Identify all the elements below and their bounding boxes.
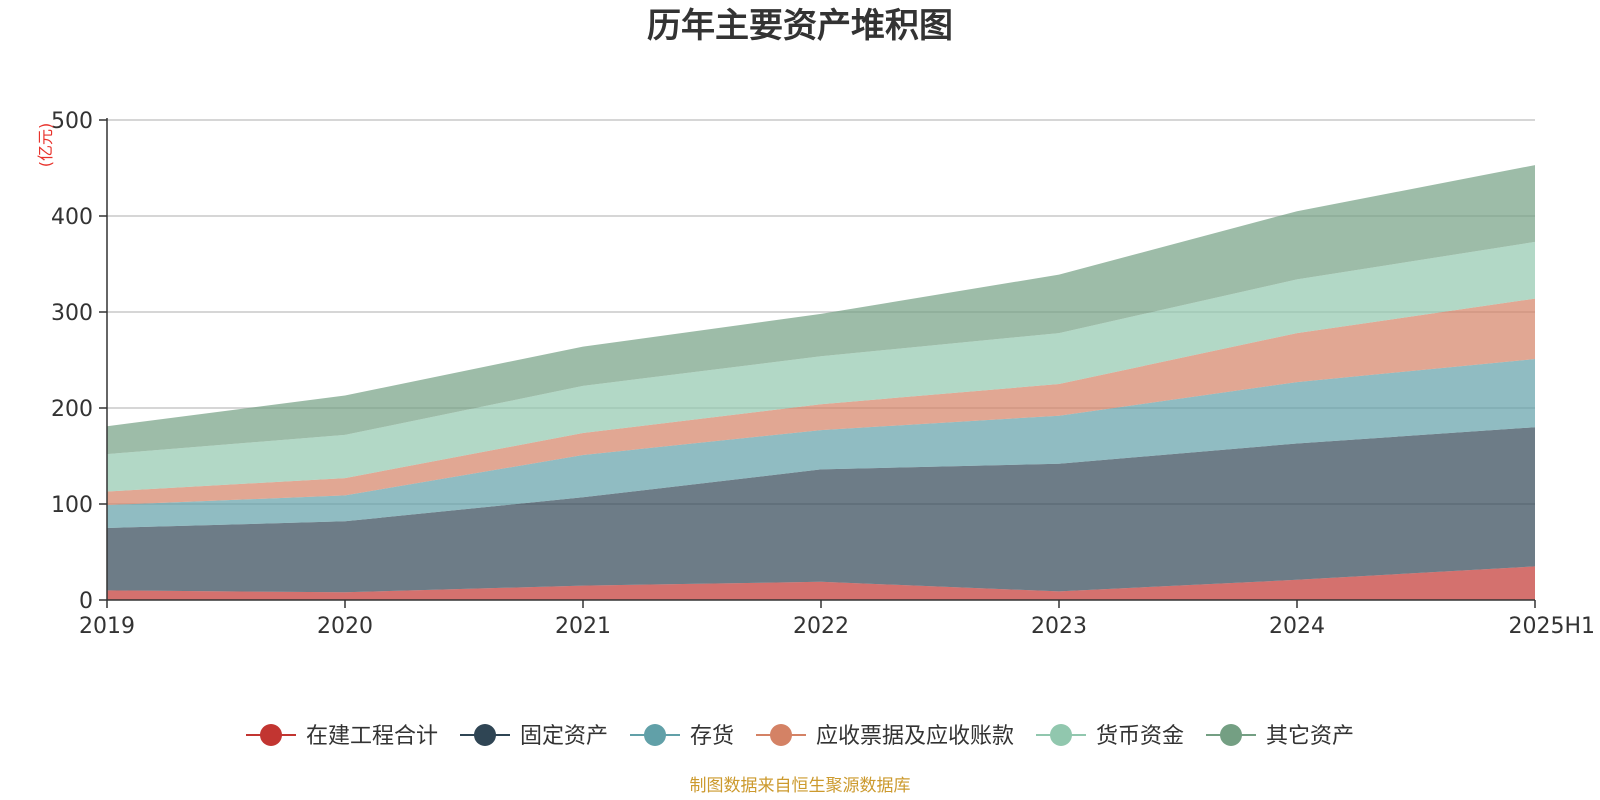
legend-circle-icon	[1050, 724, 1072, 746]
area-layer	[107, 165, 1535, 600]
area-series-5	[107, 241, 1535, 492]
legend-label: 在建工程合计	[306, 724, 438, 749]
legend-item-4[interactable]: 应收票据及应收账款	[756, 724, 1014, 749]
x-tick-label: 2019	[79, 614, 135, 639]
area-series-4	[107, 298, 1535, 505]
legend-circle-icon	[770, 724, 792, 746]
data-source-note: 制图数据来自恒生聚源数据库	[690, 776, 911, 796]
legend-item-3[interactable]: 存货	[630, 724, 734, 749]
y-tick-label: 300	[51, 301, 93, 326]
y-tick-label: 0	[79, 589, 93, 614]
legend-label: 货币资金	[1096, 724, 1184, 749]
legend-item-6[interactable]: 其它资产	[1206, 724, 1354, 749]
legend-circle-icon	[260, 724, 282, 746]
legend-item-1[interactable]: 在建工程合计	[246, 724, 438, 749]
legend-circle-icon	[474, 724, 496, 746]
legend-circle-icon	[1220, 724, 1242, 746]
x-tick-label: 2021	[555, 614, 611, 639]
legend-label: 固定资产	[520, 724, 608, 749]
area-series-6	[107, 165, 1535, 455]
axis-layer: 0 100 200 300 400 500 2019 2020 2021 2022 2023 2024…	[51, 109, 1595, 639]
y-axis-unit-label: (亿元)	[36, 123, 55, 168]
legend-label: 其它资产	[1266, 724, 1354, 749]
legend: 在建工程合计 固定资产 存货 应收票据及应收账款 货币资金 其它资产	[246, 724, 1354, 749]
legend-item-2[interactable]: 固定资产	[460, 724, 608, 749]
y-tick-label: 100	[51, 493, 93, 518]
y-tick-label: 200	[51, 397, 93, 422]
legend-item-5[interactable]: 货币资金	[1036, 724, 1184, 749]
x-tick-label: 2022	[793, 614, 849, 639]
area-series-1	[107, 566, 1535, 600]
area-series-3	[107, 359, 1535, 528]
legend-circle-icon	[644, 724, 666, 746]
area-series-2	[107, 427, 1535, 593]
x-tick-label: 2025H1	[1508, 614, 1595, 639]
y-tick-label: 500	[51, 109, 93, 134]
chart-title: 历年主要资产堆积图	[647, 6, 953, 46]
x-tick-label: 2020	[317, 614, 373, 639]
x-tick-label: 2023	[1031, 614, 1087, 639]
legend-label: 应收票据及应收账款	[816, 724, 1014, 749]
x-tick-label: 2024	[1269, 614, 1325, 639]
y-tick-label: 400	[51, 205, 93, 230]
legend-label: 存货	[690, 724, 734, 749]
